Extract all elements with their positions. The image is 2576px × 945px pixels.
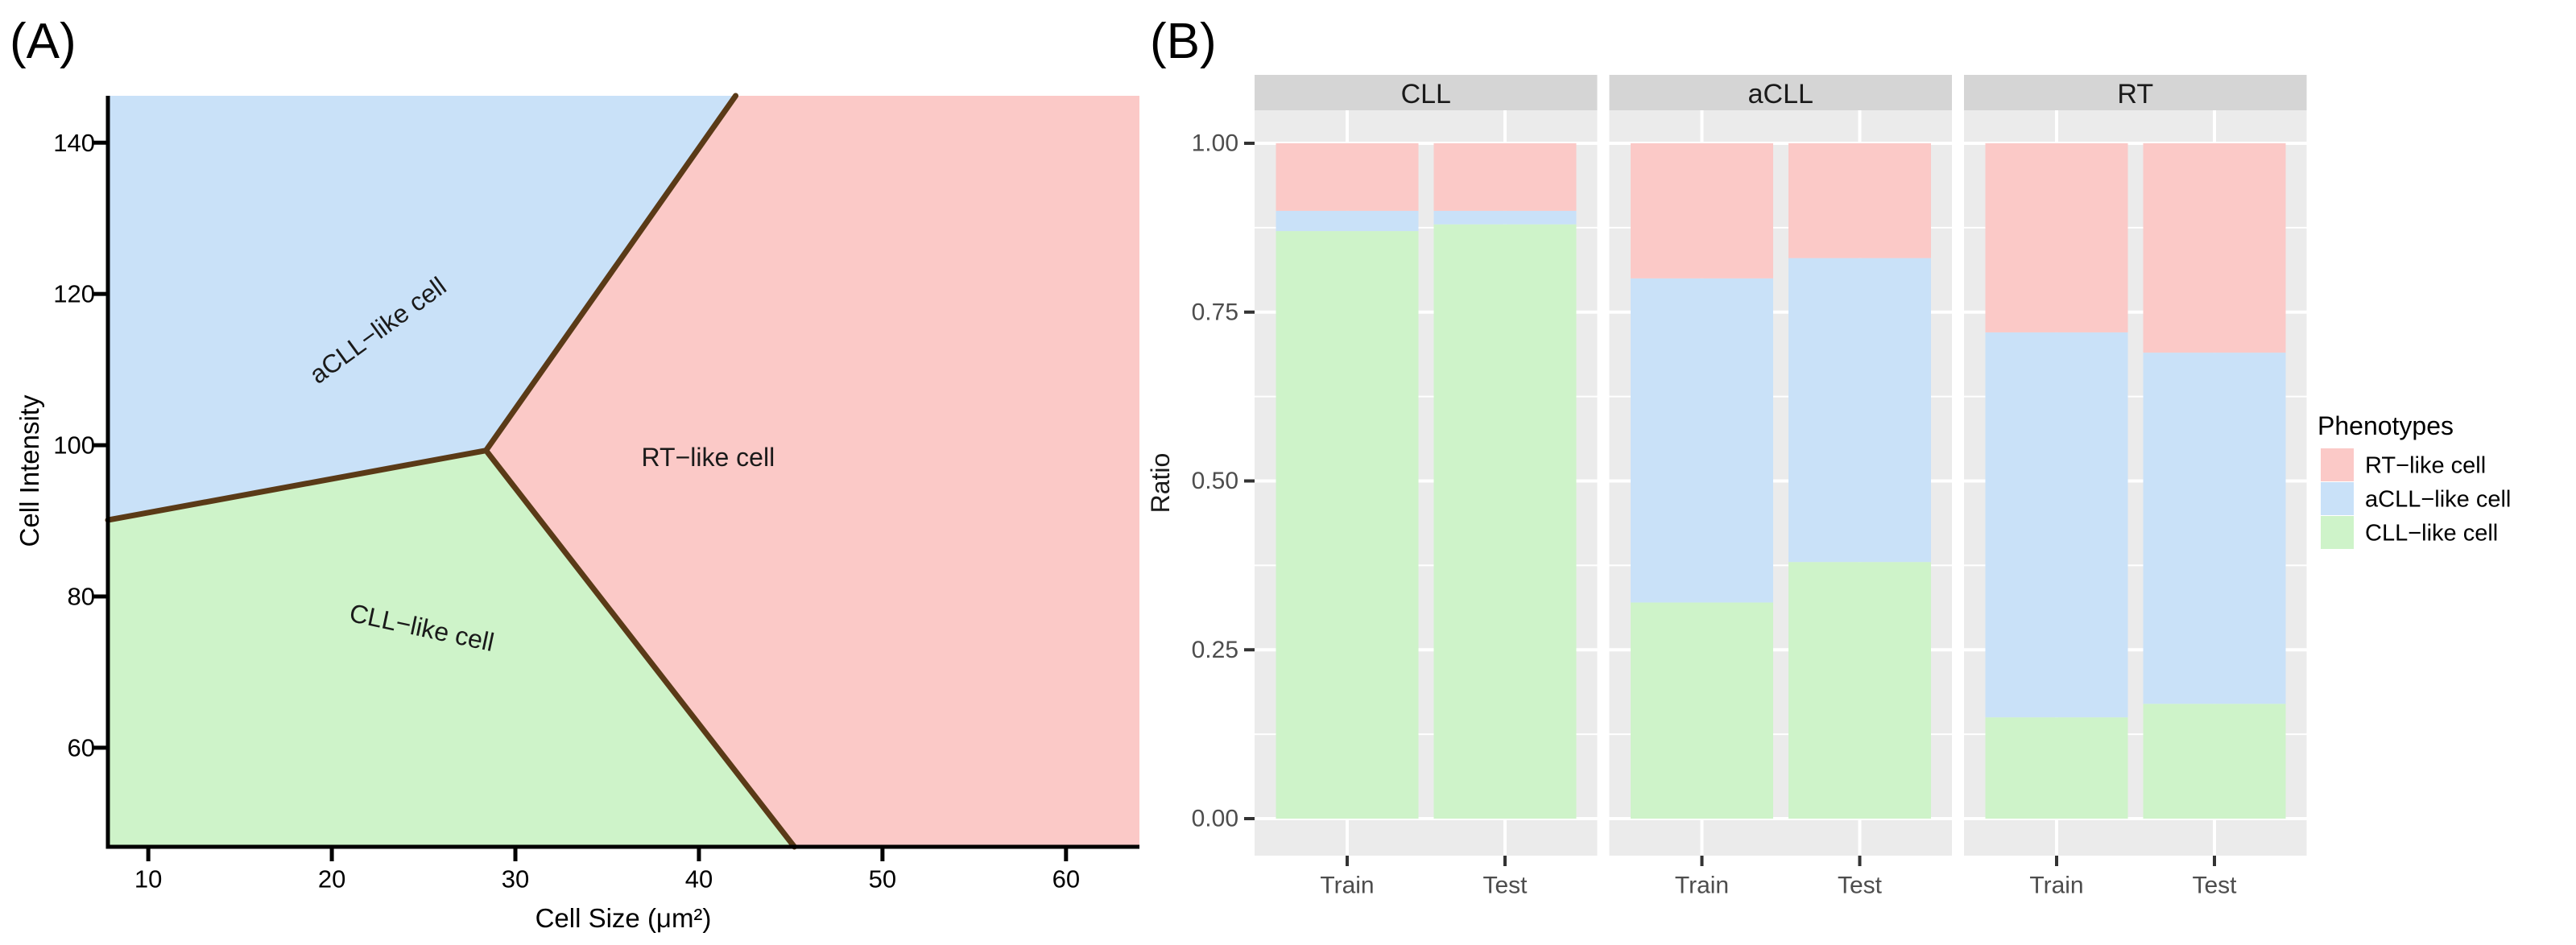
y-axis-tick-label: 60 <box>68 733 95 761</box>
ratio-bar-chart: CLL Train Test aCLL Train Test RT Train Test 0.00… <box>1192 75 2307 899</box>
legend-swatch-blue <box>2321 482 2354 515</box>
x-axis-tick-label: Test <box>1838 873 1883 899</box>
facet-strip-label: CLL <box>1401 79 1451 109</box>
facet-strip <box>1964 75 2307 110</box>
cll-region <box>108 450 795 847</box>
x-axis-tick-label: Train <box>1675 873 1729 899</box>
bar-segment-rt <box>1788 143 1931 258</box>
x-axis-tick-label: 50 <box>869 865 896 893</box>
legend-swatch-pink <box>2321 448 2354 481</box>
x-axis-tick-label: 30 <box>502 865 529 893</box>
legend-entry-label: CLL−like cell <box>2365 521 2498 547</box>
y-axis-tick-label: 0.75 <box>1192 299 1238 325</box>
bar-segment-acll <box>1276 210 1419 232</box>
bar-segment-cll <box>1433 224 1577 819</box>
bar-segment-cll <box>1985 717 2128 819</box>
y-axis-tick-label: 0.00 <box>1192 806 1238 832</box>
acll-region <box>108 96 736 521</box>
decision-boundary-line <box>105 448 490 523</box>
bar-segment-cll <box>1276 231 1419 819</box>
bar-segment-rt <box>1985 143 2128 332</box>
rt-region-label: RT−like cell <box>642 443 775 472</box>
bar-segment-rt <box>1631 143 1773 279</box>
y-axis-tick-label: 1.00 <box>1192 130 1238 157</box>
x-axis-tick-label: 20 <box>318 865 345 893</box>
x-axis-tick-label: Test <box>2192 873 2237 899</box>
y-axis-tick-label: 140 <box>53 129 95 157</box>
bar-segment-rt <box>2143 143 2286 353</box>
legend-entry-label: RT−like cell <box>2365 453 2486 479</box>
x-axis-title: Cell Size (μm²) <box>535 903 712 933</box>
x-axis-tick-label: Train <box>1320 873 1374 899</box>
bar-segment-acll <box>2143 353 2286 704</box>
panel-b-tag: (B) <box>1150 14 1217 69</box>
facet-strip <box>1609 75 1952 110</box>
x-axis-tick-label: 10 <box>134 865 162 893</box>
y-axis-tick-label: 80 <box>68 583 95 611</box>
bar-segment-acll <box>1985 332 2128 718</box>
decision-boundary-line <box>483 448 797 850</box>
decision-boundary-axes: 10 20 30 40 50 60 60 80 100 120 140 <box>53 96 1139 893</box>
bar-segment-cll <box>1788 562 1931 819</box>
legend: RT−like cell aCLL−like cell CLL−like cell <box>2321 448 2511 549</box>
panel-a-tag: (A) <box>10 14 76 69</box>
y-axis-tick-label: 0.25 <box>1192 637 1238 663</box>
x-axis-tick-label: Test <box>1482 873 1528 899</box>
x-axis-tick-label: 60 <box>1052 865 1080 893</box>
facet-strip <box>1255 75 1598 110</box>
y-axis-tick-label: 0.50 <box>1192 468 1238 494</box>
bar-segment-cll <box>2143 704 2286 819</box>
bar-segment-acll <box>1433 210 1577 225</box>
y-axis-tick-label: 120 <box>53 280 95 308</box>
bar-segment-cll <box>1631 602 1773 819</box>
facet-strip-label: RT <box>2117 79 2153 109</box>
x-axis-tick-label: Train <box>2029 873 2083 899</box>
legend-entry-label: aCLL−like cell <box>2365 487 2511 513</box>
ratio-axis-title: Ratio <box>1146 453 1175 514</box>
y-axis-title: Cell Intensity <box>14 394 44 547</box>
bar-segment-rt <box>1276 143 1419 211</box>
legend-swatch-green <box>2321 516 2354 549</box>
bar-segment-acll <box>1631 278 1773 603</box>
decision-boundary-regions <box>105 93 1139 850</box>
bar-segment-rt <box>1433 143 1577 211</box>
y-axis-tick-label: 100 <box>53 431 95 460</box>
bar-segment-acll <box>1788 258 1931 563</box>
x-axis-tick-label: 40 <box>685 865 713 893</box>
facet-strip-label: aCLL <box>1748 79 1813 109</box>
decision-boundary-line <box>483 93 739 454</box>
legend-title: Phenotypes <box>2318 411 2454 440</box>
